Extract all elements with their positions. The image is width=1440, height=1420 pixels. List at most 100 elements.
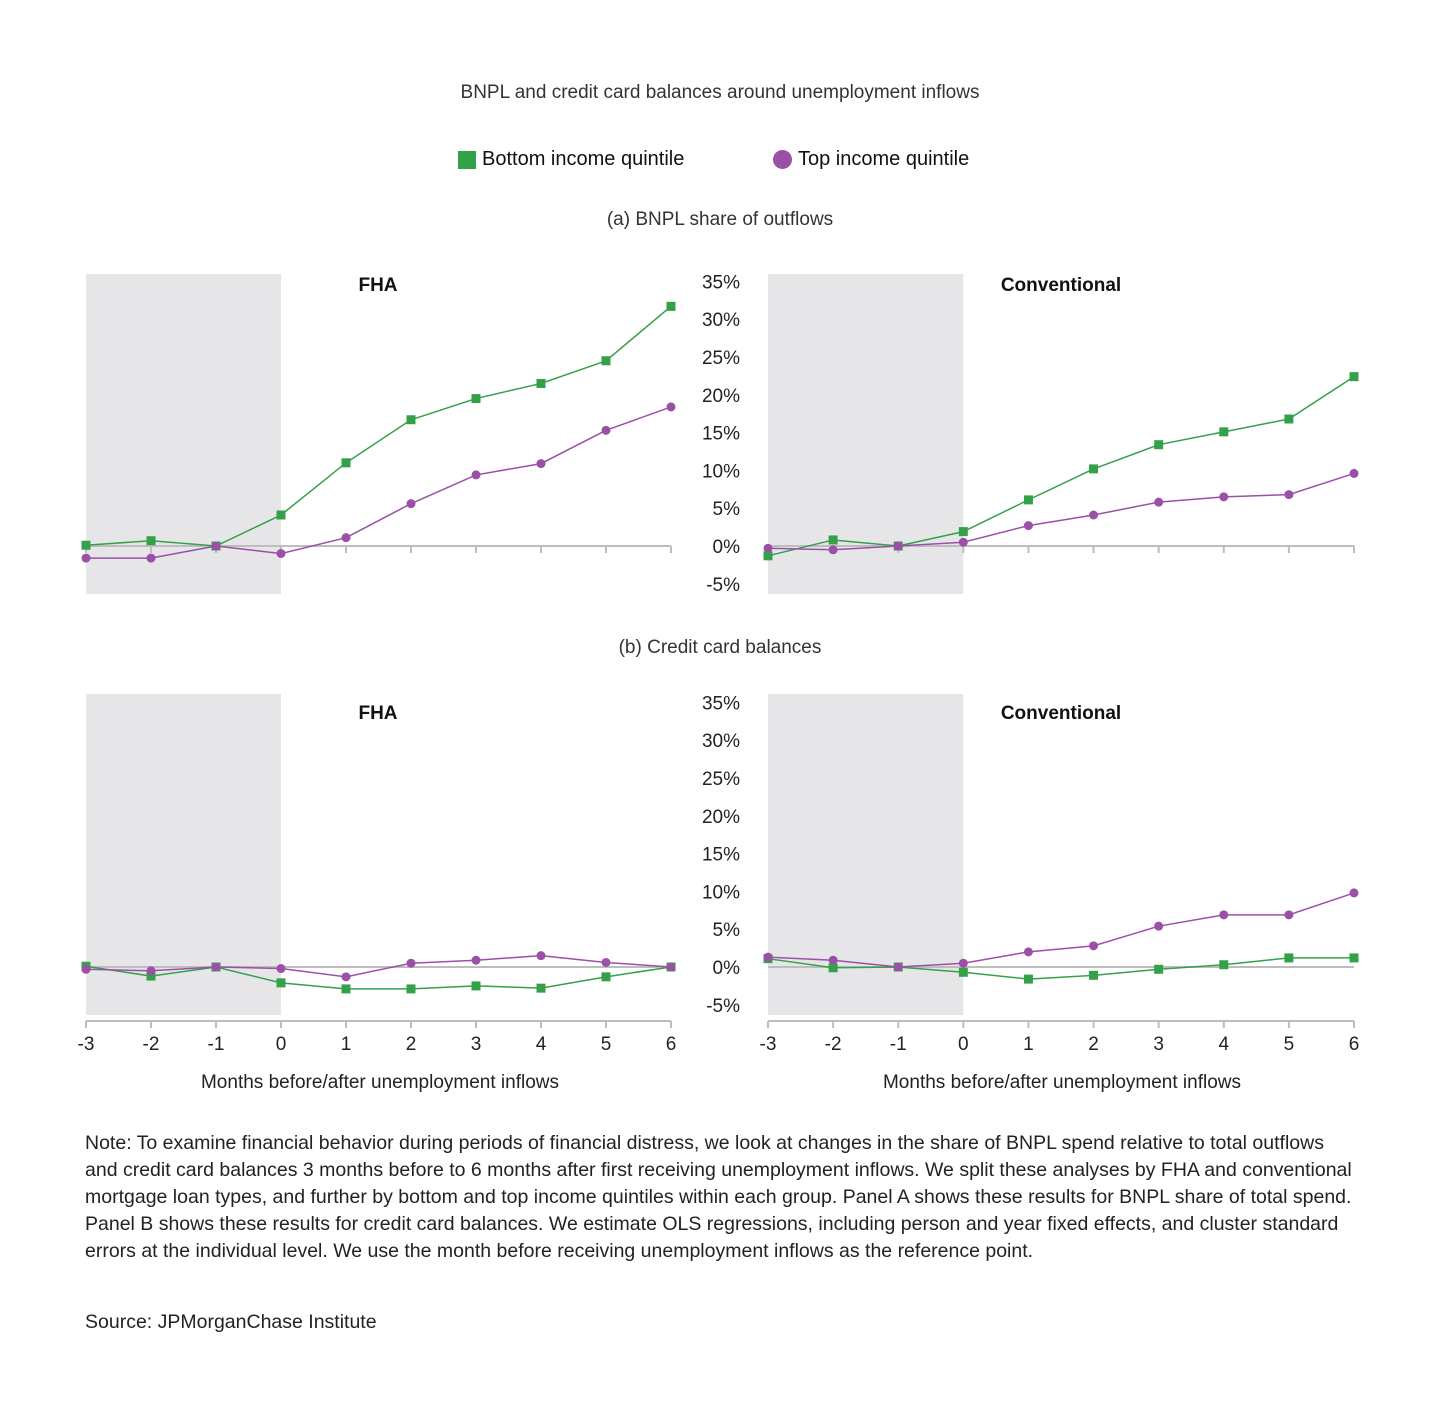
data-point-bottom-quintile — [1023, 974, 1033, 984]
x-tick-label: 5 — [601, 1034, 612, 1055]
green-square-icon — [458, 150, 476, 169]
x-tick-label: 3 — [471, 1034, 482, 1055]
data-point-bottom-quintile — [601, 356, 611, 366]
y-tick-label: -5% — [706, 996, 740, 1017]
data-point-top-quintile — [1349, 468, 1359, 478]
shaded-region-before-inflow — [768, 694, 964, 1015]
data-point-bottom-quintile — [1023, 495, 1033, 505]
legend-label: Bottom income quintile — [482, 148, 685, 170]
shaded-region-before-inflow — [86, 274, 281, 594]
source-text: Source: JPMorganChase Institute — [85, 1311, 377, 1333]
series-line-top-quintile — [767, 892, 1355, 968]
data-point-top-quintile — [893, 962, 903, 972]
data-point-top-quintile — [471, 955, 481, 965]
data-point-top-quintile — [211, 962, 221, 972]
data-point-top-quintile — [1023, 947, 1033, 957]
data-point-bottom-quintile — [341, 458, 351, 468]
y-tick-label: -5% — [706, 575, 740, 596]
series-line-bottom-quintile — [85, 305, 672, 547]
data-point-bottom-quintile — [81, 540, 91, 550]
series-line-top-quintile — [85, 954, 672, 978]
x-tick-label: 4 — [536, 1034, 547, 1055]
legend-item-top-quintile: Top income quintile — [773, 148, 969, 171]
data-point-bottom-quintile — [828, 535, 838, 545]
y-tick-label: 0% — [713, 958, 741, 979]
x-tick-label: 0 — [958, 1034, 969, 1055]
y-tick-label: 25% — [702, 769, 740, 790]
data-point-bottom-quintile — [276, 978, 286, 988]
data-point-bottom-quintile — [276, 510, 286, 520]
x-tick-label: 6 — [666, 1034, 677, 1055]
data-point-bottom-quintile — [1349, 953, 1359, 963]
data-point-bottom-quintile — [1219, 960, 1229, 970]
data-point-bottom-quintile — [1154, 440, 1164, 450]
data-point-bottom-quintile — [1284, 414, 1294, 424]
y-tick-label: 30% — [702, 731, 740, 752]
legend-label: Top income quintile — [798, 148, 970, 170]
data-point-top-quintile — [666, 402, 676, 412]
data-point-top-quintile — [341, 972, 351, 982]
y-tick-label: 15% — [702, 424, 740, 445]
data-point-bottom-quintile — [341, 984, 351, 994]
data-point-bottom-quintile — [536, 983, 546, 993]
data-point-top-quintile — [1023, 521, 1033, 531]
y-tick-label: 30% — [702, 310, 740, 331]
series-line-top-quintile — [86, 406, 672, 559]
subplot-title: FHA — [358, 703, 397, 724]
subplot-title: FHA — [358, 275, 397, 296]
y-tick-label: 10% — [702, 882, 740, 903]
data-point-top-quintile — [666, 962, 676, 972]
shaded-region-before-inflow — [768, 274, 964, 594]
data-point-bottom-quintile — [1089, 970, 1099, 980]
x-tick-label: 1 — [1023, 1034, 1034, 1055]
legend-item-bottom-quintile: Bottom income quintile — [458, 148, 684, 171]
data-point-bottom-quintile — [1284, 953, 1294, 963]
x-axis-label: Months before/after unemployment inflows — [201, 1072, 559, 1093]
data-point-top-quintile — [1154, 921, 1164, 931]
data-point-top-quintile — [81, 553, 91, 563]
data-point-top-quintile — [1284, 910, 1294, 920]
data-point-top-quintile — [276, 964, 286, 974]
y-tick-label: 35% — [702, 693, 740, 714]
data-point-top-quintile — [958, 958, 968, 968]
data-point-top-quintile — [601, 425, 611, 435]
series-line-bottom-quintile — [85, 965, 672, 990]
data-point-bottom-quintile — [828, 963, 838, 973]
data-point-bottom-quintile — [471, 394, 481, 404]
data-point-top-quintile — [146, 553, 156, 563]
y-tick-label: 25% — [702, 348, 740, 369]
data-point-top-quintile — [471, 470, 481, 480]
y-tick-label: 15% — [702, 845, 740, 866]
x-tick-label: 2 — [1088, 1034, 1099, 1055]
data-point-bottom-quintile — [1089, 464, 1099, 474]
data-point-top-quintile — [146, 966, 156, 976]
y-tick-label: 5% — [713, 920, 741, 941]
purple-circle-icon — [773, 150, 792, 169]
data-point-top-quintile — [1219, 910, 1229, 920]
data-point-top-quintile — [1349, 888, 1359, 898]
data-point-bottom-quintile — [146, 536, 156, 546]
y-tick-label: 20% — [702, 807, 740, 828]
panel-a-title: (a) BNPL share of outflows — [606, 209, 834, 230]
chart-title: BNPL and credit card balances around une… — [460, 82, 980, 103]
data-point-bottom-quintile — [146, 971, 156, 981]
x-tick-label: 4 — [1218, 1034, 1229, 1055]
subplot-title: Conventional — [1001, 275, 1121, 296]
data-point-bottom-quintile — [406, 415, 416, 425]
x-tick-label: -1 — [208, 1034, 225, 1055]
y-tick-label: 0% — [713, 537, 741, 558]
data-point-bottom-quintile — [406, 984, 416, 994]
data-point-bottom-quintile — [1154, 964, 1164, 974]
data-point-top-quintile — [828, 545, 838, 555]
data-point-bottom-quintile — [536, 378, 546, 388]
data-point-top-quintile — [763, 952, 773, 962]
data-point-bottom-quintile — [763, 551, 773, 561]
x-tick-label: 6 — [1349, 1034, 1360, 1055]
y-tick-label: 20% — [702, 386, 740, 407]
x-tick-label: -3 — [760, 1034, 777, 1055]
data-point-top-quintile — [1284, 490, 1294, 500]
series-line-top-quintile — [767, 472, 1355, 551]
x-axis-label: Months before/after unemployment inflows — [883, 1072, 1241, 1093]
data-point-top-quintile — [81, 964, 91, 974]
x-tick-label: -1 — [890, 1034, 907, 1055]
